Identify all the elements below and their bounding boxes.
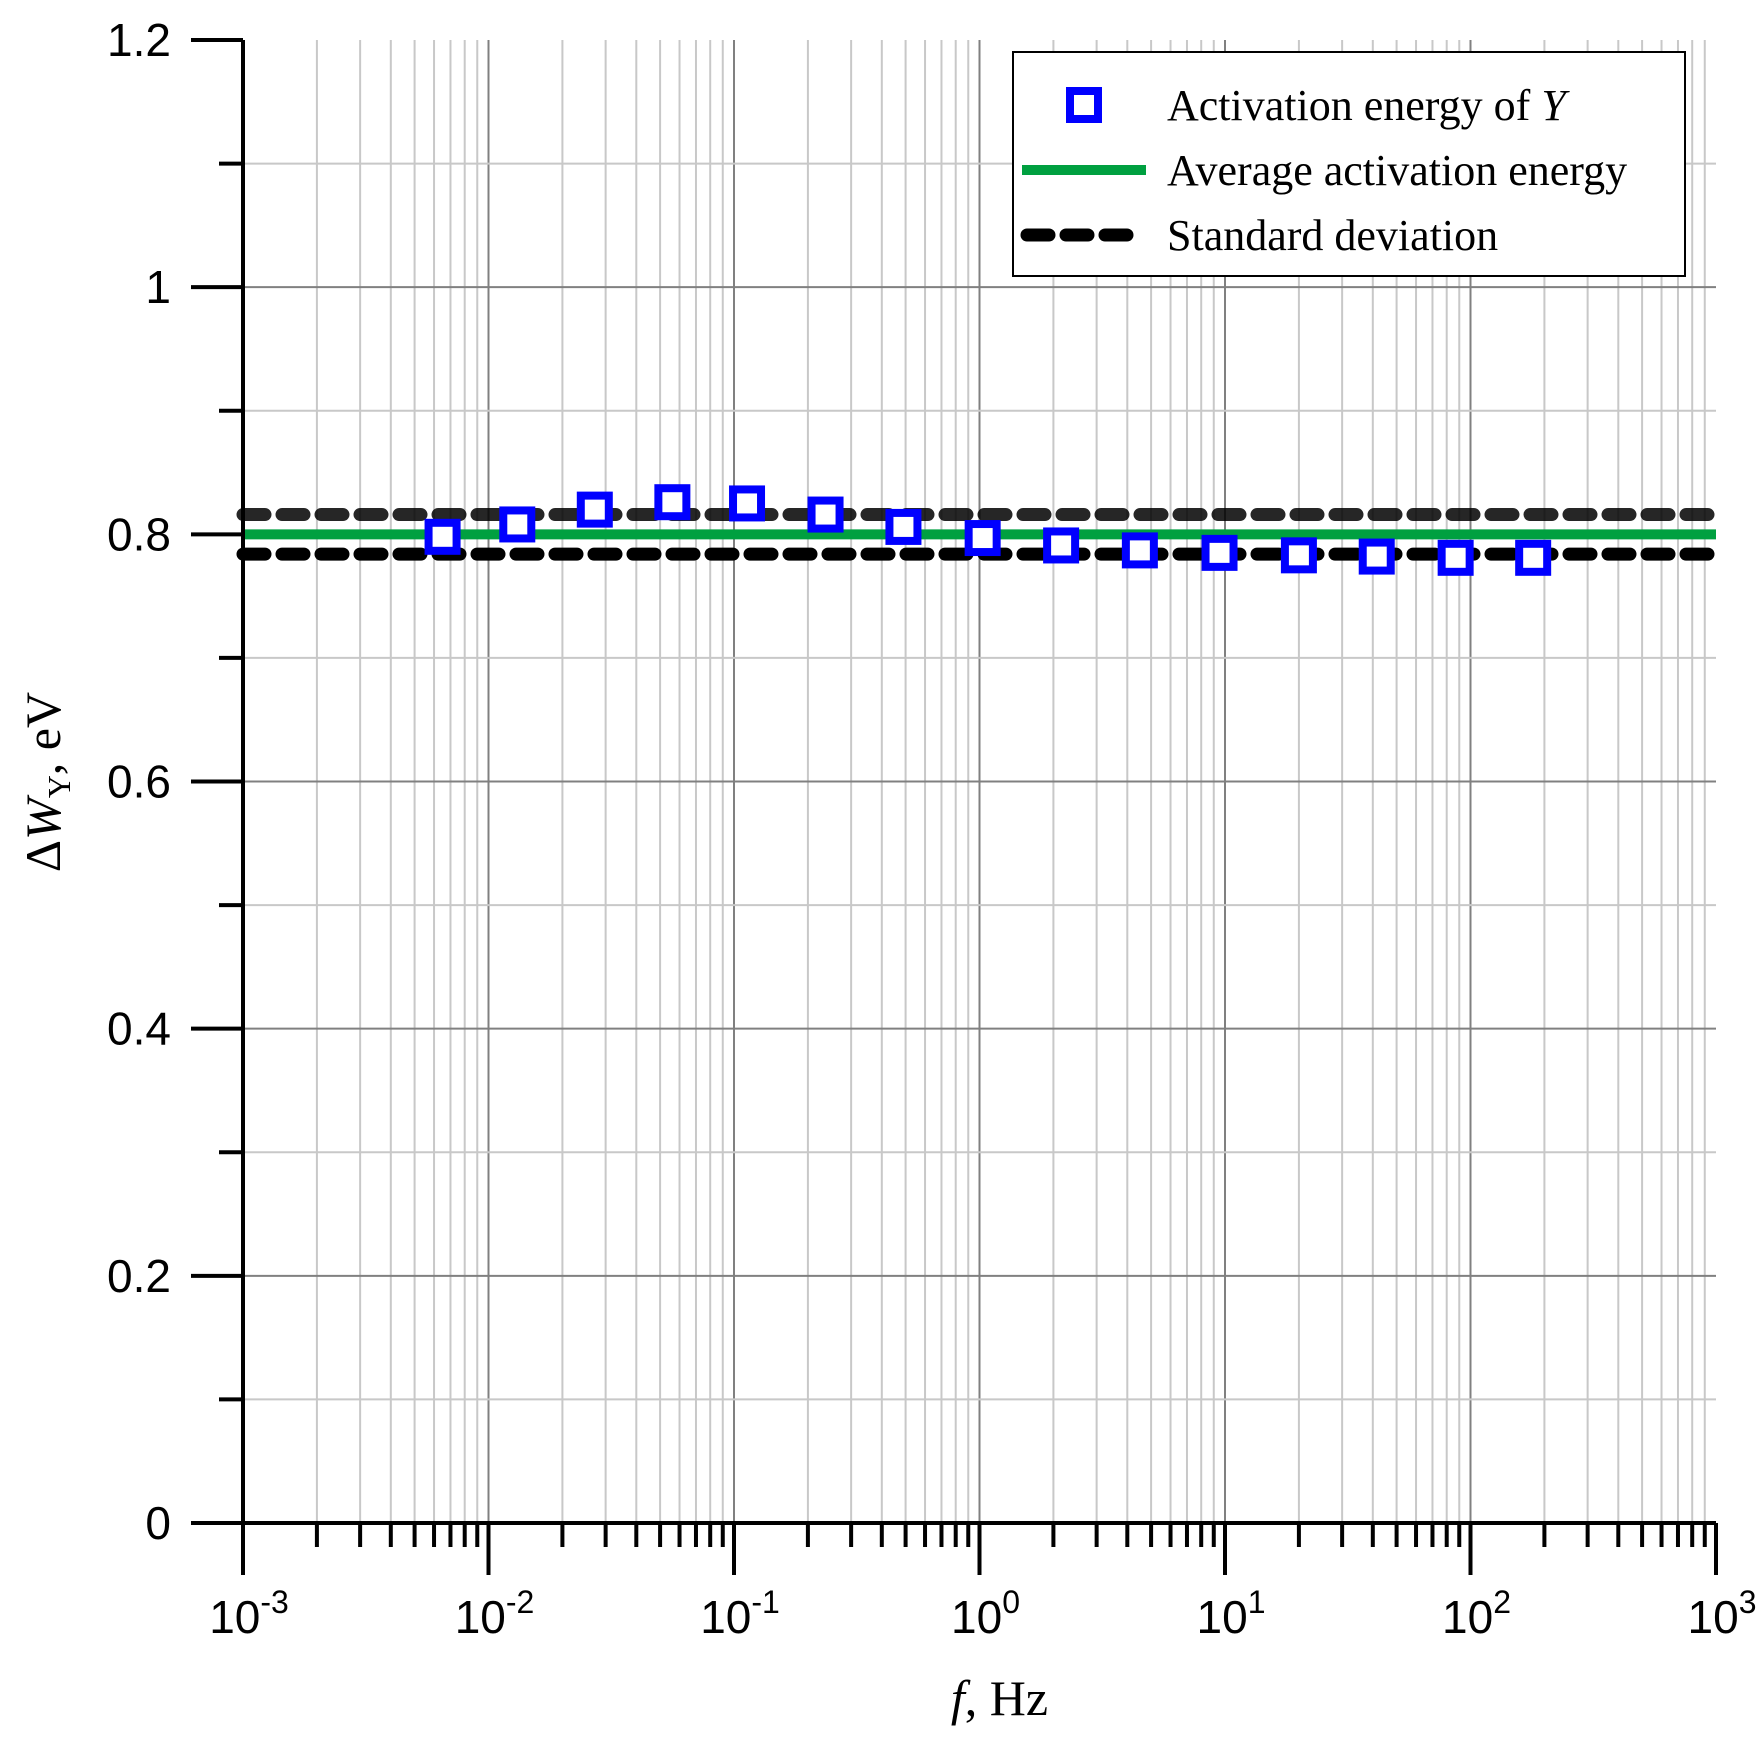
data-point [499, 506, 536, 543]
x-tick-label: 103 [1688, 1584, 1757, 1643]
legend: Activation energy of Y Average activation… [1012, 51, 1686, 277]
x-tick-label: 10-3 [209, 1584, 289, 1643]
data-point [576, 491, 613, 528]
data-point [1358, 538, 1395, 575]
data-point [807, 496, 844, 533]
y-tick-label: 1.2 [107, 14, 171, 66]
x-tick-label: 100 [951, 1584, 1020, 1643]
data-point [1437, 539, 1474, 576]
y-tick-label: 1 [145, 261, 171, 313]
y-tick-label: 0.2 [107, 1250, 171, 1302]
x-axis-title: f, Hz [951, 1670, 1048, 1726]
data-point [654, 484, 691, 521]
axes: 0 0.2 0.4 0.6 0.8 1 1.2 10-3 10-2 10-1 100 101 102 10… [15, 14, 1756, 1726]
x-tick-label: 10-2 [455, 1584, 535, 1643]
data-point [729, 485, 766, 522]
y-tick-label: 0.4 [107, 1003, 171, 1055]
y-tick-label: 0.6 [107, 756, 171, 808]
data-point [964, 520, 1001, 557]
y-tick-label: 0.8 [107, 508, 171, 560]
data-point [424, 518, 461, 555]
data-point [1515, 539, 1552, 576]
y-tick-label: 0 [145, 1497, 171, 1549]
x-tick-label: 101 [1197, 1584, 1266, 1643]
plot-series [236, 484, 1723, 576]
legend-marker-square [1066, 87, 1102, 123]
data-point [1201, 534, 1238, 571]
legend-label: Average activation energy [1167, 146, 1627, 195]
legend-label: Standard deviation [1167, 211, 1498, 260]
y-axis-title: ΔWY, eV [15, 692, 77, 872]
data-point [1121, 532, 1158, 569]
data-point [1280, 537, 1317, 574]
data-point [885, 508, 922, 545]
x-tick-label: 102 [1442, 1584, 1511, 1643]
data-point [1043, 527, 1080, 564]
x-tick-label: 10-1 [700, 1584, 780, 1643]
legend-label: Activation energy of Y [1167, 81, 1570, 130]
